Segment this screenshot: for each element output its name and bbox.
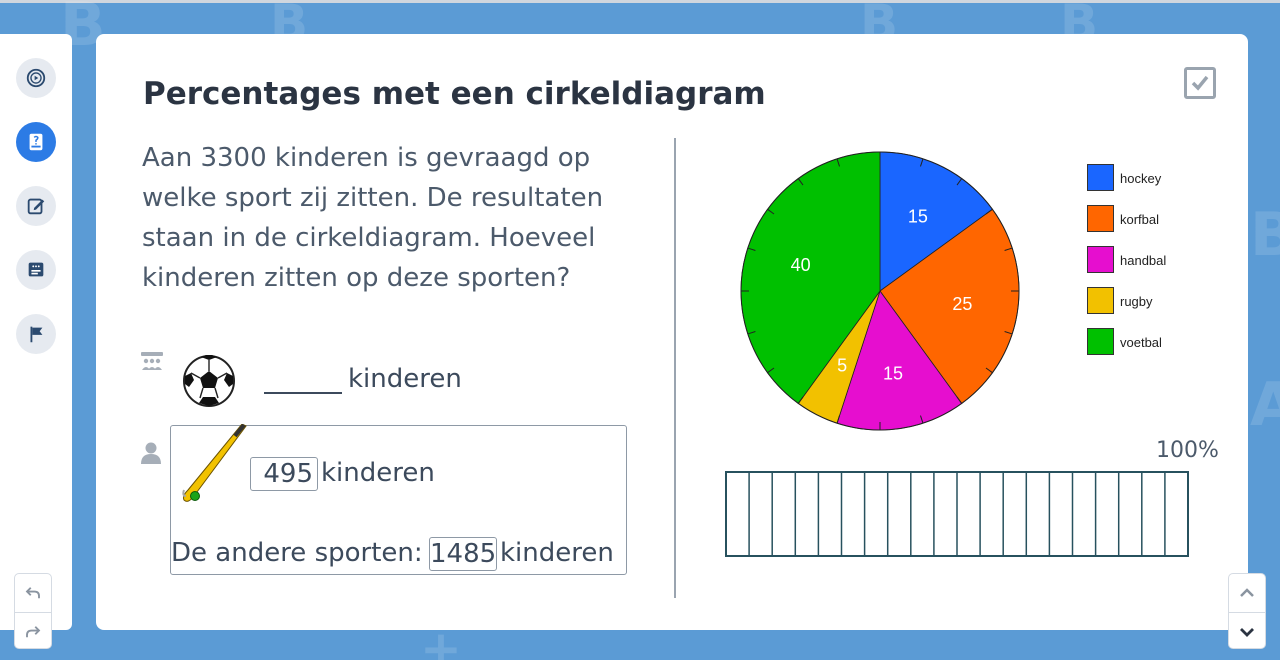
scroll-up-button[interactable]	[1229, 574, 1265, 612]
book-button[interactable]	[16, 122, 56, 162]
checkbox-icon[interactable]	[1184, 67, 1216, 99]
voetbal-unit-label: kinderen	[348, 364, 462, 394]
pie-tick	[956, 396, 963, 404]
chevron-up-icon	[1240, 588, 1254, 597]
chevron-down-icon	[1240, 627, 1254, 637]
legend-item-voetbal: voetbal	[1087, 328, 1217, 356]
legend-label: rugby	[1120, 294, 1153, 309]
percent-bar-label: 100%	[1156, 438, 1219, 463]
play-icon	[26, 68, 46, 88]
pie-tick	[985, 208, 993, 215]
exercise-card: Percentages met een cirkeldiagram Aan 33…	[96, 34, 1248, 630]
others-answer-input[interactable]: 1485	[429, 537, 497, 571]
pie-tick	[985, 367, 993, 374]
legend-swatch	[1087, 287, 1114, 314]
percent-bar[interactable]	[725, 471, 1191, 559]
edit-button[interactable]	[16, 186, 56, 226]
pie-tick	[836, 415, 840, 424]
legend-swatch	[1087, 164, 1114, 191]
left-toolbar	[0, 34, 72, 630]
pie-tick	[767, 208, 775, 215]
undo-icon	[25, 587, 40, 599]
legend-label: handbal	[1120, 253, 1167, 268]
user-icon	[141, 442, 161, 464]
pie-tick	[747, 331, 756, 335]
legend-label: voetbal	[1120, 335, 1162, 350]
edit-icon	[27, 198, 45, 215]
column-divider	[674, 138, 676, 598]
voetbal-answer-blank[interactable]	[264, 392, 342, 394]
pie-label-hockey: 15	[908, 207, 928, 227]
legend-swatch	[1087, 205, 1114, 232]
undo-redo-group	[14, 573, 52, 649]
book-icon	[29, 133, 43, 151]
pie-label-korfbal: 25	[952, 294, 972, 314]
answer-box	[170, 425, 627, 575]
pie-label-voetbal: 40	[791, 255, 811, 275]
play-button[interactable]	[16, 58, 56, 98]
hockey-unit-label: kinderen	[321, 458, 435, 488]
pie-tick	[1004, 331, 1013, 335]
pie-tick	[956, 178, 963, 186]
soccer-ball-icon	[183, 355, 235, 407]
pie-outline	[740, 151, 1020, 431]
checkmark-icon	[1191, 75, 1209, 91]
pie-tick	[1004, 247, 1013, 251]
pie-tick	[797, 178, 804, 186]
scroll-down-button[interactable]	[1229, 612, 1265, 650]
undo-button[interactable]	[15, 574, 51, 612]
pie-chart: 15 25 15 5 40	[740, 151, 1020, 431]
legend-swatch	[1087, 328, 1114, 355]
flag-button[interactable]	[16, 314, 56, 354]
page-title: Percentages met een cirkeldiagram	[143, 76, 766, 112]
legend-swatch	[1087, 246, 1114, 273]
pie-label-handbal: 15	[883, 363, 903, 383]
pie-tick	[836, 158, 840, 167]
background-pattern: B	[1250, 200, 1280, 270]
legend-item-hockey: hockey	[1087, 164, 1217, 192]
redo-button[interactable]	[15, 612, 51, 650]
scroll-controls	[1228, 573, 1266, 649]
pie-tick	[767, 367, 775, 374]
background-pattern: A	[1250, 370, 1280, 440]
hockey-answer-input[interactable]: 495	[250, 457, 318, 491]
others-label: De andere sporten:	[171, 538, 423, 568]
legend-label: korfbal	[1120, 212, 1160, 227]
question-text: Aan 3300 kinderen is gevraagd op welke s…	[142, 143, 604, 293]
redo-icon	[26, 625, 41, 637]
chat-icon	[28, 262, 44, 277]
flag-icon	[30, 326, 43, 343]
pie-tick	[920, 158, 924, 167]
pie-tick	[747, 247, 756, 251]
hockey-stick-icon	[182, 424, 247, 502]
legend-item-korfbal: korfbal	[1087, 205, 1217, 233]
legend-label: hockey	[1120, 171, 1162, 186]
others-unit-label: kinderen	[500, 538, 614, 568]
pie-tick	[920, 415, 924, 424]
legend-item-rugby: rugby	[1087, 287, 1217, 315]
chat-button[interactable]	[16, 250, 56, 290]
group-icon	[141, 352, 163, 370]
top-border	[0, 0, 1280, 3]
pie-label-rugby: 5	[837, 355, 847, 375]
legend-item-handbal: handbal	[1087, 246, 1217, 274]
pie-tick	[797, 396, 804, 404]
